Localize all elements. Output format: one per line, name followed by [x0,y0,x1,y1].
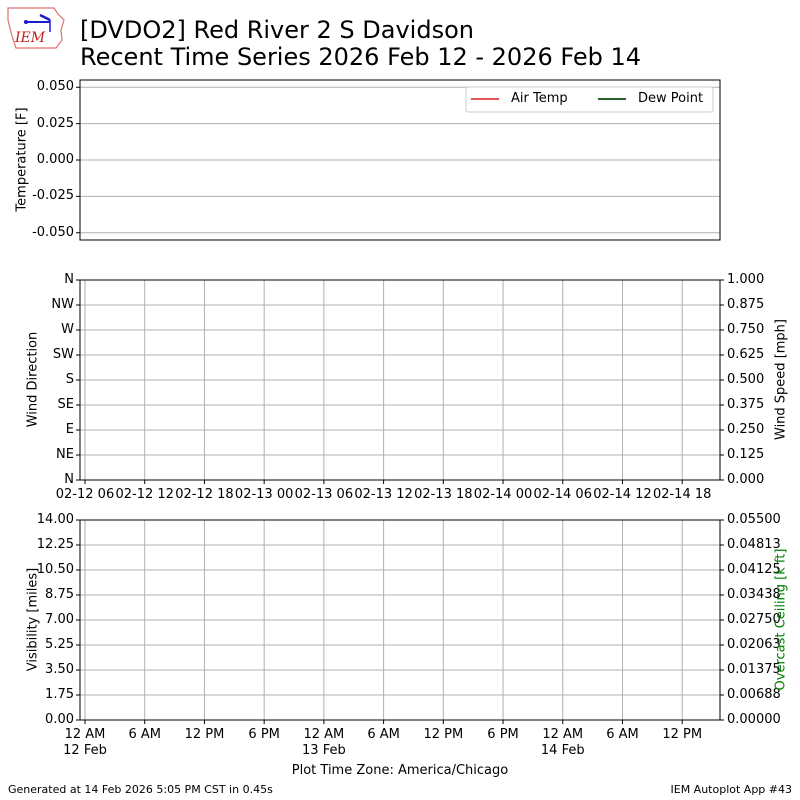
y2-tick-label: 0.250 [727,422,765,437]
y2-tick-label: 0.01375 [727,662,781,677]
y-tick-label: 5.25 [45,637,74,652]
y2-tick-label: 0.375 [727,397,765,412]
y-tick-label: 8.75 [45,587,74,602]
footer-generated: Generated at 14 Feb 2026 5:05 PM CST in … [8,783,273,796]
y-tick-label: 10.50 [36,562,74,577]
y-tick-label: 0.00 [45,712,74,727]
x-tick-label: 02-13 18 [414,487,473,502]
y-tick-label: -0.025 [32,188,74,204]
chart-subtitle: Recent Time Series 2026 Feb 12 - 2026 Fe… [80,43,642,71]
y2-tick-label: 0.000 [727,472,765,487]
y2-tick-label: 0.875 [727,297,765,312]
y-axis-label: Temperature [F] [14,107,30,212]
y-tick-label: 0.050 [36,79,74,95]
y-tick-label: 12.25 [36,537,74,552]
x-tick-label: 02-13 12 [354,487,413,502]
x-tick-date: 12 Feb [63,743,107,758]
x-tick-label: 02-14 06 [533,487,592,502]
legend-label: Dew Point [638,91,704,106]
y-axis-label: Visibility [miles] [25,567,41,672]
y-tick-label: N [64,272,74,287]
y-tick-label: 0.000 [36,152,74,167]
y2-tick-label: 0.125 [727,447,765,462]
y2-axis-label: Wind Speed [mph] [773,319,789,440]
x-tick-label: 12 AM [64,727,106,742]
y2-tick-label: 0.02750 [727,612,781,627]
y-tick-label: NW [51,297,74,312]
y-tick-label: SE [57,397,74,412]
y-tick-label: N [64,472,74,487]
y-tick-label: 14.00 [36,512,74,527]
x-tick-label: 02-12 18 [175,487,234,502]
chart-title: [DVDO2] Red River 2 S Davidson [80,16,474,44]
y2-tick-label: 0.00688 [727,687,781,702]
x-tick-date: 14 Feb [540,743,585,758]
y2-tick-label: 0.02063 [727,637,781,652]
y-tick-label: 0.025 [36,115,74,131]
y-tick-label: 7.00 [45,612,74,627]
plot-frame [79,279,721,481]
y2-axis-label: Overcast Ceiling [k ft] [773,548,789,691]
y-tick-label: SW [52,347,74,362]
x-tick-label: 02-12 06 [55,487,115,502]
legend-label: Air Temp [511,91,568,106]
x-tick-label: 02-14 00 [473,487,533,502]
x-tick-label: 6 AM [606,727,639,742]
x-tick-label: 12 AM [303,727,345,742]
y2-tick-label: 0.04125 [727,562,781,577]
y-tick-label: E [65,422,74,437]
y2-tick-label: 0.04813 [727,537,781,552]
x-tick-label: 12 PM [184,727,225,742]
y2-tick-label: 0.625 [727,347,765,362]
x-tick-label: 6 PM [248,727,280,742]
logo-text: IEM [15,30,46,46]
x-tick-label: 6 AM [128,727,161,742]
x-tick-label: 6 PM [487,727,519,742]
iem-logo: IEM [6,6,66,50]
y2-tick-label: 0.00000 [727,712,781,727]
y2-tick-label: 1.000 [727,272,765,287]
y2-tick-label: 0.750 [727,322,765,337]
y-tick-label: NE [56,447,74,462]
x-tick-label: 02-13 06 [294,487,354,502]
x-tick-label: 12 AM [542,727,584,742]
x-tick-label: 6 AM [367,727,400,742]
plot-frame [79,519,721,721]
footer-app: IEM Autoplot App #43 [670,783,793,796]
y2-tick-label: 0.03438 [727,587,781,602]
x-tick-label: 02-14 18 [652,487,712,502]
y-tick-label: -0.050 [32,224,74,240]
x-tick-label: 12 PM [662,727,703,742]
x-tick-label: 02-14 12 [593,487,652,502]
x-tick-date: 13 Feb [302,743,346,758]
y-tick-label: 3.50 [45,662,74,677]
x-tick-label: 12 PM [423,727,464,742]
x-axis-label: Plot Time Zone: America/Chicago [291,763,509,778]
y2-tick-label: 0.500 [727,372,765,387]
plot-frame [79,79,721,241]
y2-tick-label: 0.05500 [727,512,781,527]
x-tick-label: 02-13 00 [234,487,294,502]
y-axis-label: Wind Direction [25,331,41,428]
y-tick-label: W [61,322,74,337]
x-tick-label: 02-12 12 [115,487,174,502]
y-tick-label: 1.75 [45,687,74,702]
y-tick-label: S [65,372,74,387]
legend-box [465,86,714,113]
